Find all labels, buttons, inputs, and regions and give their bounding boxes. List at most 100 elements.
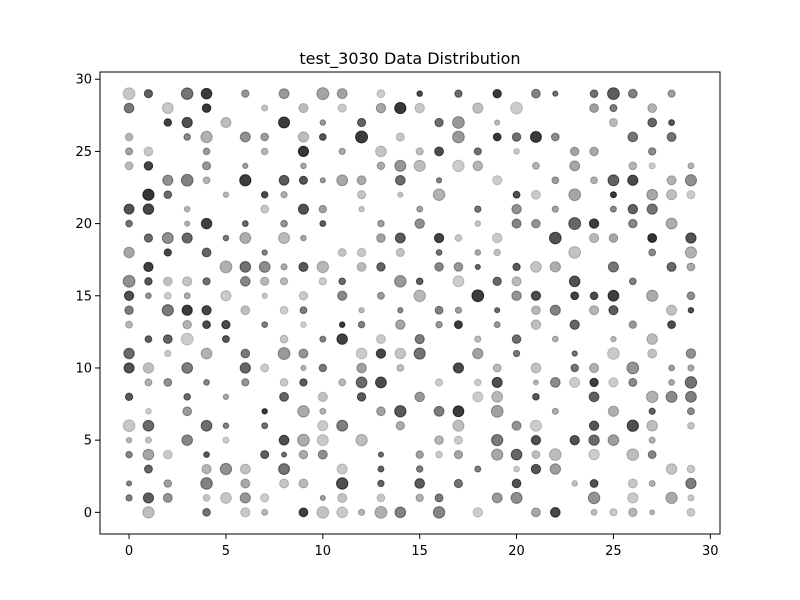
scatter-point [452,116,465,129]
scatter-point [222,393,230,401]
scatter-point [123,362,135,374]
scatter-point [627,131,639,143]
scatter-point [144,378,153,387]
scatter-point [472,160,484,172]
scatter-point [163,291,172,300]
scatter-point [532,379,539,386]
scatter-point [356,190,367,200]
scatter-point [434,262,444,272]
scatter-point [570,363,579,373]
scatter-point [375,348,387,359]
scatter-point [278,463,291,475]
scatter-point [374,505,388,519]
scatter-point [394,174,406,186]
scatter-point [492,88,502,99]
scatter-point [261,104,269,112]
scatter-point [356,362,367,374]
scatter-point [588,448,600,461]
scatter-point [261,292,268,300]
scatter-point [261,408,268,415]
scatter-point [628,277,637,286]
scatter-point [376,233,386,243]
scatter-point [181,232,193,244]
scatter-point [415,493,424,503]
scatter-point [530,319,542,330]
scatter-point [589,89,599,98]
scatter-point [261,422,269,430]
scatter-point [549,261,561,273]
x-tick-label: 15 [411,544,428,559]
scatter-point [142,362,155,374]
scatter-point [338,277,347,286]
scatter-point [530,362,542,374]
scatter-point [394,405,407,418]
scatter-point [242,162,249,170]
scatter-point [569,319,580,330]
scatter-point [376,89,386,99]
scatter-point [649,509,656,516]
scatter-point [219,260,233,274]
scatter-point [626,419,639,432]
scatter-point [202,493,211,502]
scatter-point [684,376,698,389]
scatter-point [318,204,328,214]
scatter-point [221,320,231,330]
scatter-point [200,477,213,490]
scatter-point [529,419,543,432]
scatter-point [259,493,270,503]
scatter-point [376,291,385,300]
scatter-point [260,276,270,287]
scatter-point [685,232,697,244]
scatter-point [203,451,210,458]
scatter-point [569,434,580,446]
scatter-point [531,218,541,229]
scatter-point [531,189,541,200]
scatter-point [453,449,464,460]
scatter-point [414,391,425,403]
scatter-point [337,492,348,503]
scatter-point [142,506,155,519]
scatter-point [452,362,464,374]
scatter-point [395,319,406,330]
scatter-point [239,131,251,143]
scatter-point [180,87,194,100]
scatter-point [666,175,677,186]
scatter-point [454,306,463,314]
scatter-point [142,203,155,215]
plot-area-frame [99,71,721,535]
scatter-point [298,507,309,518]
scatter-point [474,465,482,473]
scatter-point [647,117,658,128]
scatter-point [281,451,288,458]
scatter-point [472,507,484,518]
scatter-point [239,261,252,273]
scatter-point [435,450,443,459]
scatter-point [319,220,327,228]
scatter-point [453,262,464,272]
scatter-point [201,463,212,475]
x-tick-label: 20 [508,544,525,559]
scatter-point [125,494,133,502]
scatter-point [336,463,348,475]
scatter-point [665,463,678,475]
scatter-point [628,320,638,329]
scatter-point [588,434,600,446]
scatter-point [278,434,290,446]
scatter-point [202,176,211,185]
scatter-point [492,276,502,287]
scatter-point [665,491,678,505]
scatter-point [318,133,327,141]
scatter-point [607,174,620,187]
scatter-point [338,378,347,387]
scatter-point [491,376,503,388]
scatter-point [337,290,348,301]
scatter-point [668,378,675,386]
scatter-point [435,249,443,256]
scatter-point [568,217,582,231]
scatter-point [298,348,309,359]
scatter-point [513,465,521,473]
scatter-point [548,231,562,245]
scatter-point [142,188,155,201]
scatter-point [297,405,310,418]
scatter-point [648,479,656,487]
